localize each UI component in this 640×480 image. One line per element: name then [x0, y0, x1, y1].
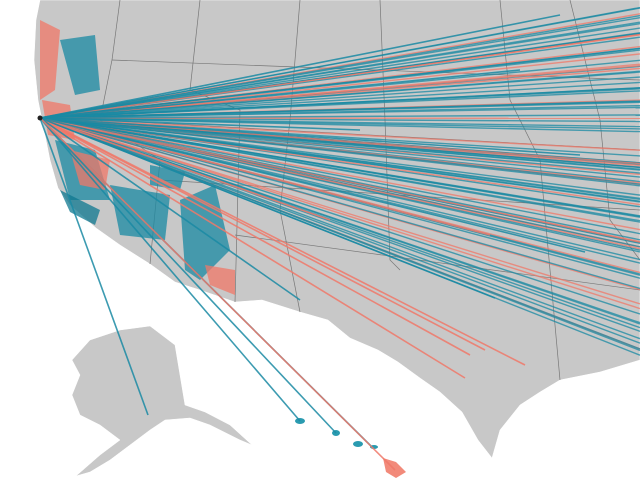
flow-line: [39, 7, 640, 119]
flow-line: [39, 117, 496, 299]
county-fill: [205, 265, 235, 295]
flow-line: [39, 117, 640, 305]
flow-line: [39, 100, 640, 119]
flow-line: [39, 63, 640, 119]
flow-lines: [37, 6, 640, 471]
flow-line: [39, 117, 149, 416]
flow-line: [39, 16, 640, 119]
flow-line: [39, 117, 396, 471]
flow-line: [39, 117, 640, 250]
flow-line: [39, 117, 471, 356]
county-fill: [40, 20, 60, 100]
flow-line: [39, 117, 301, 422]
county-fill: [60, 35, 100, 95]
flow-line: [39, 117, 361, 131]
flow-line: [39, 47, 640, 119]
flow-line: [39, 81, 640, 119]
flow-line: [39, 117, 337, 434]
flow-line: [39, 117, 640, 174]
flow-line: [39, 117, 640, 310]
flow-line: [39, 117, 331, 221]
flow-line: [39, 117, 640, 130]
origin-point: [37, 115, 43, 121]
flow-line: [39, 117, 581, 156]
flow-line: [39, 117, 640, 196]
flow-line: [39, 117, 640, 340]
flow-line: [39, 117, 491, 236]
flow-line: [39, 114, 640, 119]
flow-line: [39, 117, 586, 253]
flow-line: [39, 117, 301, 301]
flow-line: [39, 117, 640, 187]
flow-line: [39, 76, 640, 119]
flow-line: [39, 117, 640, 222]
flow-line: [39, 69, 521, 119]
flow-line: [39, 34, 640, 119]
flow-line: [39, 117, 466, 379]
flow-line: [39, 117, 640, 315]
flow-line: [39, 14, 561, 119]
flow-line: [39, 117, 640, 202]
flow-line: [39, 22, 640, 119]
flow-line: [39, 117, 526, 366]
alaska: [71, 325, 253, 477]
flow-line: [39, 70, 640, 119]
flow-line: [39, 117, 640, 324]
flow-line: [39, 117, 640, 243]
flow-line: [39, 27, 640, 119]
flow-line: [39, 117, 640, 151]
flow-line: [39, 117, 640, 235]
flow-line: [39, 117, 640, 290]
flow-line: [39, 88, 640, 119]
